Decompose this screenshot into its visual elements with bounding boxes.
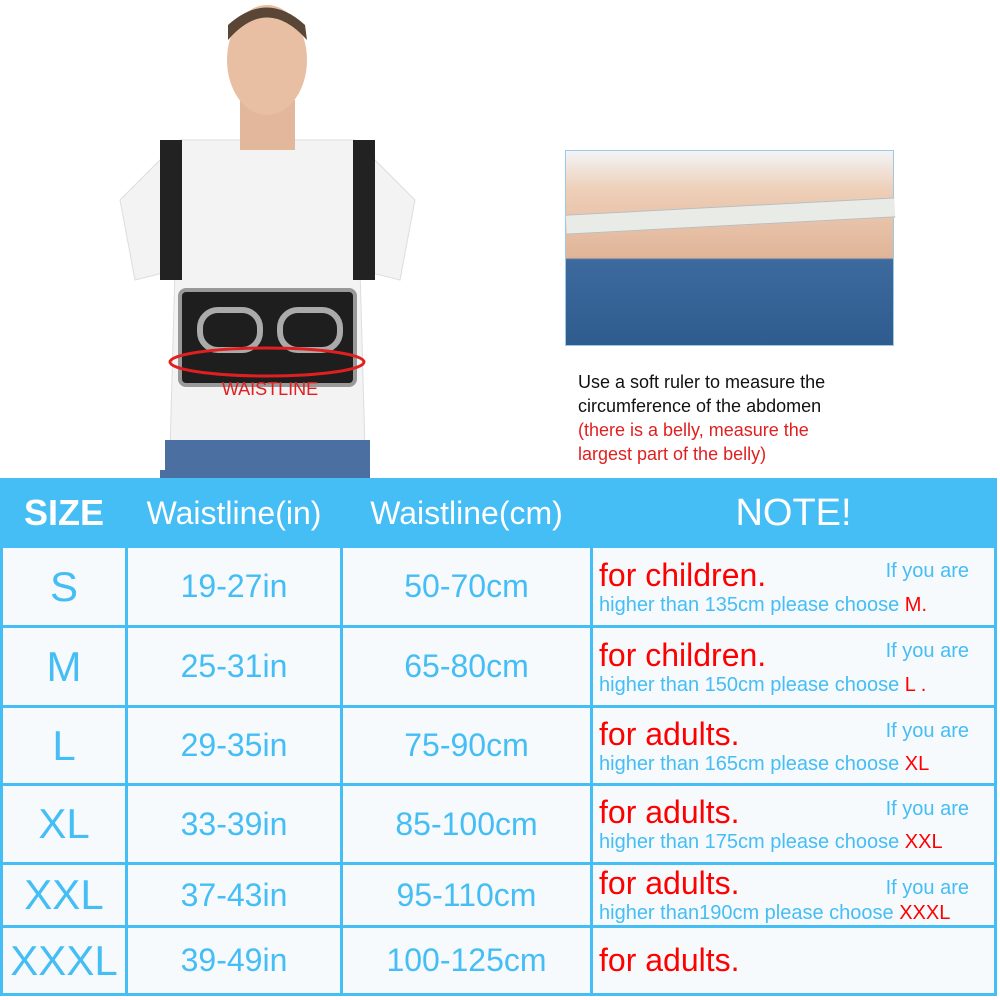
note-choose-size: XXL <box>904 831 943 853</box>
size-chart: SIZE Waistline(in) Waistline(cm) NOTE! S… <box>0 478 997 996</box>
instr-note: (there is a belly, measure the <box>578 420 809 440</box>
inch-cell: 33-39in <box>125 783 343 865</box>
cm-cell: 100-125cm <box>340 925 593 996</box>
inch-cell: 25-31in <box>125 625 343 708</box>
inch-cell: 19-27in <box>125 545 343 628</box>
note-cell: for children. If you are higher than 150cm… <box>590 625 997 708</box>
table-row: XL 33-39in 85-100cm for adults. If you ar… <box>0 783 997 865</box>
note-audience: for children. <box>599 636 767 673</box>
header-note: NOTE! <box>590 478 997 548</box>
note-audience: for adults. <box>599 715 740 752</box>
cm-cell: 85-100cm <box>340 783 593 865</box>
note-choose-size: M. <box>904 593 927 616</box>
note-height: higher than 165cm please choose XL <box>599 753 994 776</box>
note-audience: for adults. <box>599 865 740 901</box>
note-height-text: higher than 175cm please choose <box>599 831 900 853</box>
cm-cell: 95-110cm <box>340 862 593 928</box>
header-cm: Waistline(cm) <box>340 478 593 548</box>
measure-instructions: Use a soft ruler to measure the circumfe… <box>578 370 825 466</box>
note-height-text: higher than190cm please choose <box>599 902 894 924</box>
note-cell: for children. If you are higher than 135cm… <box>590 545 997 628</box>
model-photo: WAISTLINE <box>100 0 435 478</box>
waistline-label: WAISTLINE <box>222 379 318 399</box>
table-row: XXL 37-43in 95-110cm for adults. If you a… <box>0 862 997 928</box>
note-if: If you are <box>885 640 969 662</box>
note-if: If you are <box>885 720 969 742</box>
note-height: higher than190cm please choose XXXL <box>599 902 994 925</box>
note-height: higher than 150cm please choose L . <box>599 674 994 697</box>
note-height-text: higher than 135cm please choose <box>599 593 900 616</box>
cm-cell: 50-70cm <box>340 545 593 628</box>
size-cell: M <box>0 625 128 708</box>
measuring-photo <box>565 150 896 346</box>
table-row: M 25-31in 65-80cm for children. If you ar… <box>0 625 997 708</box>
instr-line: circumference of the abdomen <box>578 396 822 416</box>
note-height-text: higher than 150cm please choose <box>599 673 900 696</box>
note-if: If you are <box>885 560 969 582</box>
note-height: higher than 135cm please choose M. <box>599 594 994 617</box>
size-cell: XL <box>0 783 128 865</box>
note-audience: for children. <box>599 556 767 593</box>
size-cell: XXL <box>0 862 128 928</box>
cm-cell: 75-90cm <box>340 705 593 786</box>
table-row: L 29-35in 75-90cm for adults. If you are h… <box>0 705 997 786</box>
note-cell: for adults. If you are higher than 165cm p… <box>590 705 997 786</box>
size-cell: S <box>0 545 128 628</box>
instr-line: Use a soft ruler to measure the <box>578 372 826 392</box>
note-audience: for adults. <box>599 942 740 978</box>
note-if: If you are <box>885 877 969 899</box>
table-row: S 19-27in 50-70cm for children. If you ar… <box>0 545 997 628</box>
note-choose-size: L . <box>904 673 927 696</box>
inch-cell: 39-49in <box>125 925 343 996</box>
inch-cell: 37-43in <box>125 862 343 928</box>
note-cell: for adults. If you are higher than190cm pl… <box>590 862 997 928</box>
header-in: Waistline(in) <box>125 478 343 548</box>
size-cell: L <box>0 705 128 786</box>
table-row: XXXL 39-49in 100-125cm for adults. <box>0 925 997 996</box>
note-cell: for adults. If you are higher than 175cm p… <box>590 783 997 865</box>
cm-cell: 65-80cm <box>340 625 593 708</box>
inch-cell: 29-35in <box>125 705 343 786</box>
size-cell: XXXL <box>0 925 128 996</box>
note-height-text: higher than 165cm please choose <box>599 752 900 775</box>
note-choose-size: XL <box>904 752 930 775</box>
header-row: SIZE Waistline(in) Waistline(cm) NOTE! <box>0 478 997 548</box>
note-choose-size: XXXL <box>899 902 951 924</box>
note-cell: for adults. <box>590 925 997 996</box>
tape-measure <box>565 197 896 235</box>
note-if: If you are <box>885 798 969 820</box>
note-audience: for adults. <box>599 794 740 830</box>
header-size: SIZE <box>0 478 128 548</box>
note-height: higher than 175cm please choose XXL <box>599 831 994 854</box>
instr-note: largest part of the belly) <box>578 444 767 464</box>
